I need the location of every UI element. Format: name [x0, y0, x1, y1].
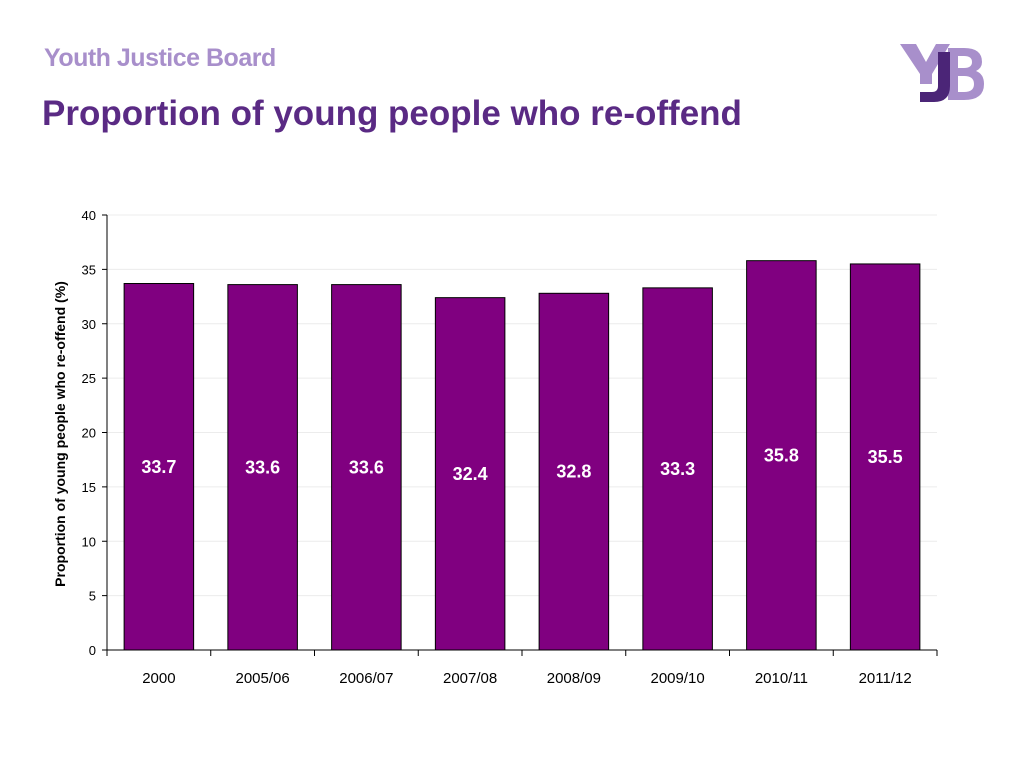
data-label: 32.4 — [453, 464, 488, 484]
y-tick-label: 10 — [82, 534, 96, 549]
logo-j-shape — [920, 52, 950, 102]
x-tick-label: 2000 — [142, 670, 175, 687]
data-label: 33.6 — [349, 457, 384, 477]
data-label: 35.8 — [764, 445, 799, 465]
y-tick-label: 30 — [82, 317, 96, 332]
bar — [227, 284, 298, 651]
y-tick-label: 20 — [82, 426, 96, 441]
data-label: 32.8 — [556, 462, 591, 482]
x-tick-label: 2005/06 — [236, 670, 290, 687]
x-tick-label: 2009/10 — [651, 670, 705, 687]
y-tick-label: 15 — [82, 480, 96, 495]
data-label: 33.7 — [141, 457, 176, 477]
bar — [434, 297, 506, 651]
x-tick-label: 2010/11 — [755, 670, 808, 687]
bars-group — [123, 260, 921, 651]
axes-group — [102, 214, 938, 656]
y-tick-label: 5 — [89, 589, 96, 604]
y-tick-label: 35 — [82, 262, 96, 277]
bar — [123, 283, 195, 651]
bar — [642, 287, 713, 651]
x-tick-label: 2007/08 — [443, 670, 497, 687]
data-label: 35.5 — [868, 447, 903, 467]
logo-b-shape — [948, 48, 984, 100]
brand-name: Youth Justice Board — [44, 44, 276, 72]
page-title: Proportion of young people who re-offend — [42, 94, 742, 133]
bar — [849, 263, 921, 651]
labels-group: 0 5 10 15 20 25 30 35 40 33.7 2000 33.6 2005/06 33.6 2… — [82, 208, 912, 687]
y-tick-label: 0 — [89, 643, 96, 658]
data-label: 33.6 — [245, 457, 280, 477]
x-tick-label: 2008/09 — [547, 670, 601, 687]
data-label: 33.3 — [660, 459, 695, 479]
y-tick-label: 25 — [82, 371, 96, 386]
x-tick-label: 2011/12 — [859, 670, 912, 687]
y-tick-label: 40 — [82, 208, 96, 223]
logo-y-shape — [900, 44, 950, 84]
bar — [746, 260, 817, 651]
x-tick-label: 2006/07 — [339, 670, 393, 687]
yjb-logo-icon — [900, 44, 984, 102]
